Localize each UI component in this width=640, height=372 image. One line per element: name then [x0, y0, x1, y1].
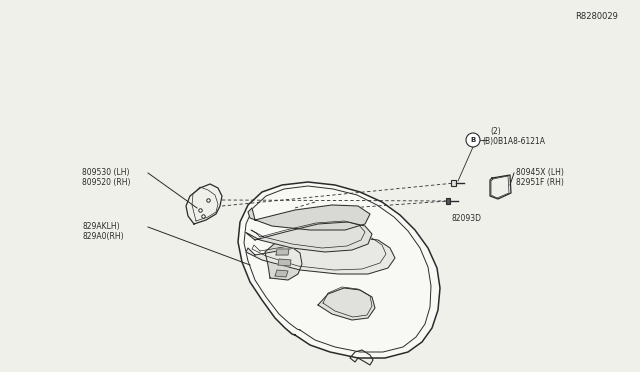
Text: 809530 (LH): 809530 (LH) — [82, 168, 129, 177]
Polygon shape — [248, 205, 370, 230]
Polygon shape — [490, 175, 511, 199]
Text: 829AKLH): 829AKLH) — [82, 222, 120, 231]
Text: 80945X (LH): 80945X (LH) — [516, 168, 564, 177]
Polygon shape — [318, 288, 375, 320]
Text: (B)0B1A8-6121A: (B)0B1A8-6121A — [482, 137, 545, 146]
Polygon shape — [246, 238, 395, 274]
FancyBboxPatch shape — [451, 180, 456, 186]
Polygon shape — [265, 244, 302, 280]
Polygon shape — [275, 270, 288, 277]
Circle shape — [466, 133, 480, 147]
Text: 829A0(RH): 829A0(RH) — [82, 232, 124, 241]
Text: 82951F (RH): 82951F (RH) — [516, 178, 564, 187]
FancyBboxPatch shape — [446, 198, 450, 204]
Text: 809520 (RH): 809520 (RH) — [82, 178, 131, 187]
Polygon shape — [278, 259, 291, 266]
Polygon shape — [186, 184, 222, 224]
Text: 82093D: 82093D — [452, 214, 482, 223]
Polygon shape — [276, 249, 289, 255]
Text: R8280029: R8280029 — [575, 12, 618, 21]
Text: B: B — [470, 137, 476, 143]
Polygon shape — [238, 182, 440, 358]
Text: (2): (2) — [490, 127, 500, 136]
Polygon shape — [245, 222, 372, 252]
